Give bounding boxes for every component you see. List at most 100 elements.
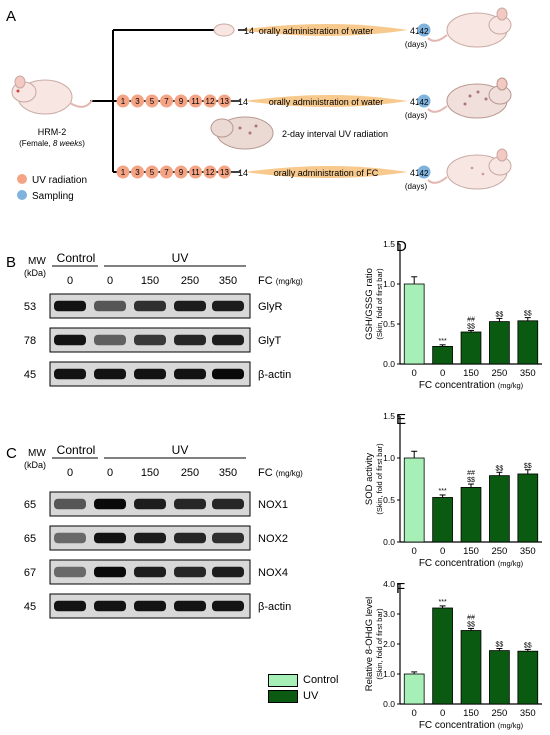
uv-day-label: 7: [164, 97, 169, 106]
protein-label: GlyR: [258, 301, 283, 313]
western-blot-c: MW(kDa) Control UV 0 0 150 250 350 FC (mg/kg) 65 N…: [24, 443, 303, 619]
blot-band: [212, 600, 244, 612]
y-tick-label: 0.0: [383, 699, 395, 709]
uv-day-label: 3: [135, 168, 140, 177]
study-schematic: HRM-2 (Female, 8 weeks) UV radiation Sam…: [11, 7, 512, 202]
blot-band: [94, 300, 126, 312]
legend-label-control: Control: [303, 674, 339, 686]
row1-unit: (days): [405, 40, 428, 49]
blot-band: [134, 334, 166, 346]
blot-band: [54, 566, 86, 578]
blot-band: [174, 334, 206, 346]
bar-chart-8-ohdg: 0.01.02.03.04.00***0##$$150$$250$$350FC …: [364, 579, 542, 731]
y-tick-label: 1.0: [383, 453, 395, 463]
uv-radiation-dot-icon: [17, 174, 27, 184]
y-axis-label: Relative 8-OHdG level: [364, 597, 375, 692]
x-tick-label: 250: [491, 708, 507, 719]
mouse-illustration-center: [210, 116, 274, 150]
y-axis-label: GSH/GSSG ratio: [364, 268, 375, 340]
uv-day-label: 13: [220, 97, 229, 106]
blot-band: [134, 368, 166, 380]
y-tick-label: 1.0: [383, 669, 395, 679]
blot-band: [94, 566, 126, 578]
row1-end-a: 41: [410, 26, 420, 36]
dose-label: 0: [107, 275, 113, 287]
fc-dose-label: FC (mg/kg): [258, 467, 303, 479]
blot-band: [134, 532, 166, 544]
x-tick-label: 0: [412, 368, 417, 379]
bar: [517, 473, 539, 543]
x-tick-label: 0: [412, 708, 417, 719]
bar: [460, 487, 482, 543]
uv-day-marker: [116, 165, 130, 179]
significance-label: ##: [467, 470, 475, 477]
bar: [432, 497, 453, 543]
significance-label: ***: [439, 338, 447, 345]
dose-label: 350: [219, 467, 237, 479]
y-tick-label: 3.0: [383, 609, 395, 619]
bar: [489, 650, 510, 705]
bar: [460, 630, 482, 705]
mw-header: MW: [28, 448, 46, 459]
x-tick-label: 350: [520, 708, 536, 719]
uv-day-marker: [189, 94, 202, 108]
blot-band: [212, 334, 244, 346]
uv-day-marker: [189, 165, 202, 179]
blot-band: [212, 532, 244, 544]
y-axis-sublabel: (Skin, fold of first bar): [375, 443, 384, 515]
panel-letter-c: C: [6, 445, 17, 462]
row2-start-day: 14: [238, 97, 248, 107]
blot-band: [94, 498, 126, 510]
y-axis-sublabel: (Skin, fold of first bar): [375, 268, 384, 340]
row2-text: orally administration of water: [269, 97, 384, 107]
mw-header: MW: [28, 256, 46, 267]
legend-item-control: Control: [268, 672, 338, 688]
panel-letter-d: D: [396, 238, 407, 255]
x-tick-label: 0: [440, 546, 445, 557]
blot-band: [174, 566, 206, 578]
legend-sampling: Sampling: [32, 191, 74, 202]
row3-unit: (days): [405, 182, 428, 191]
sampling-dot-icon: [17, 190, 27, 200]
mw-value: 65: [24, 499, 36, 511]
y-tick-label: 0.0: [383, 359, 395, 369]
bar: [517, 650, 539, 705]
uv-day-label: 9: [179, 168, 184, 177]
significance-label: $$: [496, 642, 504, 649]
mw-value: 45: [24, 601, 36, 613]
bar: [489, 475, 510, 543]
timeline-row-1: 14 orally administration of water 41 42 …: [238, 23, 431, 49]
bar: [403, 457, 425, 543]
x-tick-label: 250: [491, 368, 507, 379]
panel-letter-a: A: [6, 8, 17, 25]
mouse-illustration-row1: [427, 7, 512, 48]
uv-day-label: 7: [164, 168, 169, 177]
blot-band: [94, 334, 126, 346]
panel-letter-b: B: [6, 254, 17, 271]
protein-label: GlyT: [258, 335, 282, 347]
legend-swatch-uv: [268, 689, 298, 703]
mw-unit: (kDa): [24, 268, 46, 278]
blot-band: [174, 300, 206, 312]
x-tick-label: 150: [463, 546, 479, 557]
uv-day-marker: [203, 94, 217, 108]
significance-label: ##: [467, 614, 475, 621]
row2-unit: (days): [405, 111, 428, 120]
dose-label: 0: [67, 467, 73, 479]
uv-interval-label: 2-day interval UV radiation: [282, 129, 388, 139]
x-tick-label: 150: [463, 368, 479, 379]
x-axis-label: FC concentration (mg/kg): [419, 558, 524, 569]
blot-band: [174, 368, 206, 380]
panel-letter-e: E: [396, 411, 407, 428]
mw-value: 53: [24, 301, 36, 313]
blot-band: [212, 368, 244, 380]
uv-day-marker: [174, 165, 188, 179]
uv-day-marker: [218, 165, 231, 179]
x-tick-label: 350: [520, 368, 536, 379]
protein-label: NOX4: [258, 567, 288, 579]
blot-band: [134, 300, 166, 312]
bar: [403, 283, 425, 365]
row1-end-b: 42: [420, 27, 429, 36]
uv-day-marker: [218, 94, 231, 108]
